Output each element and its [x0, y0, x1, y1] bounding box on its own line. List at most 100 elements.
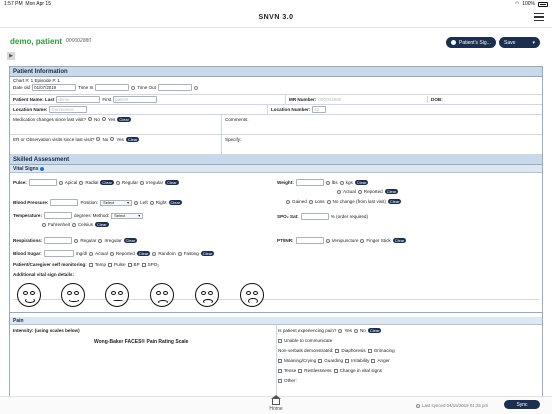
random-radio[interactable]	[152, 251, 157, 256]
er-no-radio[interactable]	[96, 137, 101, 141]
er-yes-label: Yes	[116, 137, 124, 142]
respirations-field[interactable]	[44, 237, 73, 244]
save-label: Save	[504, 39, 516, 46]
pain-yes-radio[interactable]	[338, 328, 343, 333]
weight-change-clear-button[interactable]: Clear	[387, 199, 402, 204]
gained-radio[interactable]	[286, 199, 290, 204]
medication-changes-label: Medication changes since last visit?	[13, 117, 87, 122]
fahrenheit-radio[interactable]	[42, 222, 46, 227]
bs-reported-radio[interactable]	[109, 251, 114, 256]
last-name-field[interactable]: demo	[56, 96, 101, 103]
irregular-radio[interactable]	[140, 180, 144, 185]
info-icon[interactable]	[40, 166, 45, 171]
reported-radio[interactable]	[357, 189, 362, 194]
pain-no-radio[interactable]	[353, 328, 358, 333]
home-tab[interactable]: Home	[264, 395, 288, 412]
er-visits-label: ER or Observation visits since last visi…	[13, 137, 95, 142]
sync-button[interactable]: Sync	[504, 400, 540, 409]
time-out-field[interactable]	[158, 84, 192, 91]
pulse-rhythm-clear-button[interactable]: Clear	[165, 180, 179, 185]
patient-signature-button[interactable]: Patient's Sig...	[446, 37, 496, 48]
left-label: Left	[140, 200, 148, 205]
loss-radio[interactable]	[308, 199, 313, 204]
pulse-site-clear-button[interactable]: Clear	[100, 180, 114, 185]
hamburger-menu-icon[interactable]	[534, 13, 544, 21]
bp-side-clear-button[interactable]: Clear	[168, 200, 183, 205]
er-clear-button[interactable]: Clear	[125, 137, 140, 142]
spo2-field[interactable]	[300, 213, 329, 220]
expand-icon[interactable]: ▶	[7, 52, 15, 60]
clock-icon[interactable]	[131, 85, 136, 90]
bs-type-clear-button[interactable]: Clear	[200, 251, 215, 256]
face-4-icon[interactable]	[105, 283, 129, 307]
radial-radio[interactable]	[79, 180, 84, 185]
anger-checkbox[interactable]	[371, 358, 376, 363]
med-clear-button[interactable]: Clear	[117, 117, 131, 122]
fasting-radio[interactable]	[177, 251, 182, 256]
weight-source-clear-button[interactable]: Clear	[384, 189, 399, 194]
grimacing-checkbox[interactable]	[367, 348, 372, 353]
kgs-radio[interactable]	[339, 180, 344, 185]
diaphoresis-checkbox[interactable]	[335, 348, 340, 353]
location-number-field[interactable]: 12	[312, 106, 327, 113]
regular-radio[interactable]	[115, 180, 120, 185]
clock-icon[interactable]	[194, 85, 198, 90]
position-select[interactable]: Select ▾	[100, 199, 133, 206]
bp-checkbox[interactable]	[127, 262, 132, 267]
additional-details-field[interactable]	[13, 280, 539, 300]
face-0-icon[interactable]	[17, 283, 41, 307]
finger-stick-radio[interactable]	[360, 238, 365, 243]
save-button[interactable]: Save ▾	[499, 37, 540, 48]
location-name-field[interactable]: Dunmoreer	[49, 106, 88, 113]
time-in-field[interactable]	[95, 84, 130, 91]
other-checkbox[interactable]	[278, 378, 282, 383]
resp-irregular-radio[interactable]	[98, 238, 103, 243]
blood-pressure-field[interactable]	[50, 199, 79, 206]
pain-clear-button[interactable]: Clear	[367, 328, 382, 333]
temperature-field[interactable]	[44, 212, 73, 219]
bs-source-clear-button[interactable]: Clear	[136, 251, 151, 256]
weight-field[interactable]	[295, 179, 324, 186]
left-radio[interactable]	[134, 200, 139, 205]
face-2-icon[interactable]	[61, 283, 85, 307]
apical-radio[interactable]	[58, 180, 63, 185]
actual-radio[interactable]	[337, 189, 341, 194]
venipuncture-radio[interactable]	[325, 238, 330, 243]
first-name-field[interactable]: patient	[113, 96, 158, 103]
vital-change-checkbox[interactable]	[333, 368, 338, 373]
date-field[interactable]: 01/07/2019	[32, 84, 77, 91]
spo2-checkbox[interactable]	[141, 262, 146, 267]
right-radio[interactable]	[149, 200, 154, 205]
resp-clear-button[interactable]: Clear	[123, 238, 138, 243]
celsius-radio[interactable]	[71, 222, 76, 227]
blood-sugar-field[interactable]	[43, 250, 74, 257]
face-8-icon[interactable]	[195, 283, 219, 307]
bs-actual-radio[interactable]	[89, 251, 94, 256]
pulse-checkbox[interactable]	[108, 262, 113, 267]
irritability-checkbox[interactable]	[345, 358, 350, 363]
face-10-icon[interactable]	[240, 283, 264, 307]
irritability-label: Irritability	[351, 358, 370, 363]
patient-name-label: Patient Name: Last	[13, 97, 55, 102]
ptinr-clear-button[interactable]: Clear	[392, 238, 407, 243]
med-changes-no-radio[interactable]	[88, 117, 93, 121]
pt-inr-field[interactable]	[295, 237, 324, 244]
temp-unit-clear-button[interactable]: Clear	[95, 222, 109, 227]
med-changes-yes-radio[interactable]	[101, 117, 106, 121]
moaning-checkbox[interactable]	[278, 358, 282, 363]
method-select[interactable]: Select ▾	[111, 212, 144, 219]
unable-checkbox[interactable]	[278, 338, 282, 343]
resp-irregular-label: Irregular	[104, 238, 122, 243]
lbs-radio[interactable]	[325, 180, 330, 185]
chart-episode-label: Chart #: 1 Episode #: 1	[13, 78, 60, 83]
pulse-field[interactable]	[28, 179, 57, 186]
weight-unit-clear-button[interactable]: Clear	[354, 180, 369, 185]
tense-checkbox[interactable]	[278, 368, 282, 373]
no-change-radio[interactable]	[326, 199, 331, 204]
guarding-checkbox[interactable]	[318, 358, 323, 363]
er-yes-radio[interactable]	[110, 137, 115, 141]
face-6-icon[interactable]	[150, 283, 174, 307]
temp-checkbox[interactable]	[88, 262, 93, 267]
resp-regular-radio[interactable]	[74, 238, 79, 243]
restlessness-checkbox[interactable]	[298, 368, 303, 373]
